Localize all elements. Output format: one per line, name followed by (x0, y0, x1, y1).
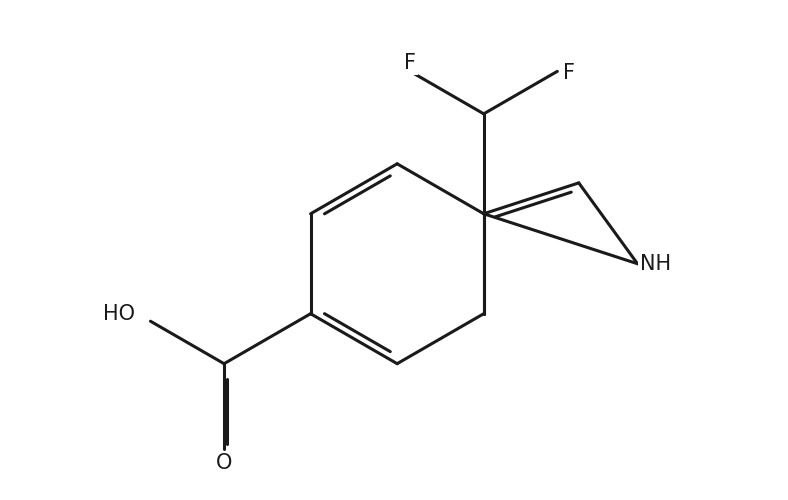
Text: O: O (216, 452, 232, 472)
Text: HO: HO (103, 304, 135, 324)
Text: NH: NH (640, 254, 671, 274)
Text: F: F (563, 64, 575, 84)
Text: F: F (404, 54, 416, 74)
